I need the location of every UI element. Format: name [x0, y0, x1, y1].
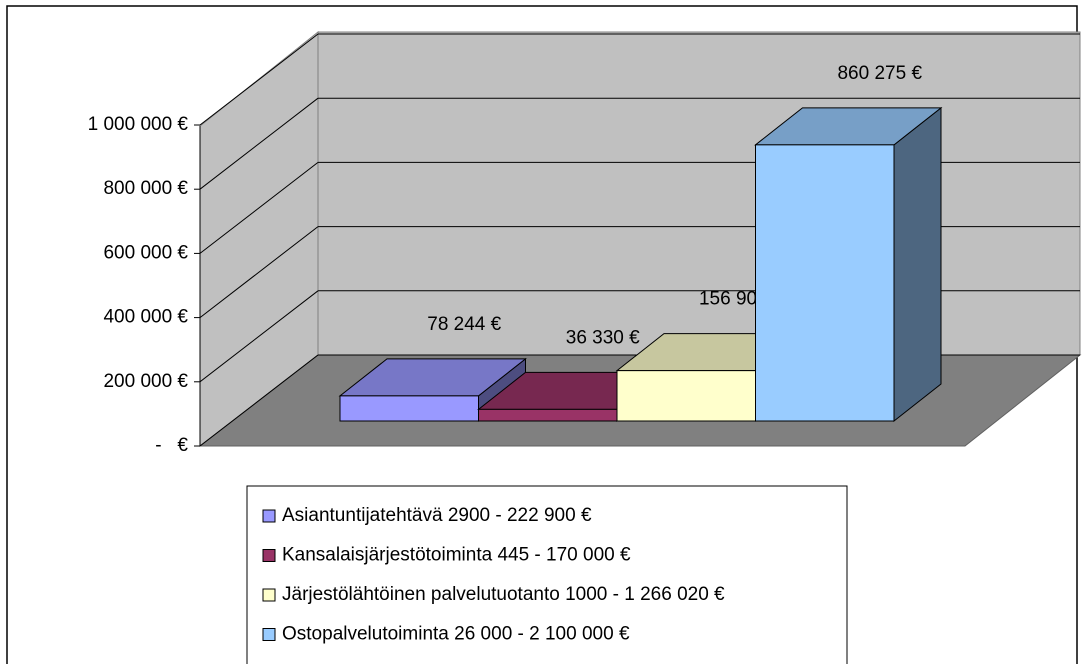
legend: [246, 485, 848, 664]
grid-line: [199, 290, 319, 383]
legend-label: Järjestölähtöinen palvelutuotanto 1000 -…: [282, 584, 725, 605]
legend-label: Kansalaisjärjestötoiminta 445 - 170 000 …: [282, 545, 631, 566]
grid-line: [199, 97, 319, 190]
grid-line: [199, 354, 319, 447]
bar: [616, 370, 756, 422]
grid-line: [199, 162, 319, 254]
legend-swatch: [262, 549, 276, 562]
value-label: 36 330 €: [566, 327, 640, 348]
bar: [339, 395, 479, 422]
y-tick-label: - €: [155, 435, 188, 456]
value-label: 860 275 €: [837, 63, 922, 84]
y-tick-label: 800 000 €: [103, 178, 188, 199]
legend-swatch: [262, 628, 276, 641]
bar-side: [893, 106, 942, 423]
y-tick-label: 1 000 000 €: [88, 114, 189, 135]
bar: [478, 408, 618, 422]
legend-label: Ostopalvelutoiminta 26 000 - 2 100 000 €: [282, 624, 630, 645]
y-tick-label: 400 000 €: [103, 307, 188, 328]
bar: [755, 144, 895, 422]
legend-swatch: [262, 509, 276, 523]
grid-line: [199, 33, 319, 126]
value-label: 78 244 €: [427, 314, 501, 335]
y-tick-label: 600 000 €: [103, 242, 188, 263]
legend-label: Asiantuntijatehtävä 2900 - 222 900 €: [282, 505, 592, 526]
legend-swatch: [262, 588, 276, 602]
grid-line: [199, 226, 319, 318]
y-tick-label: 200 000 €: [103, 371, 188, 392]
